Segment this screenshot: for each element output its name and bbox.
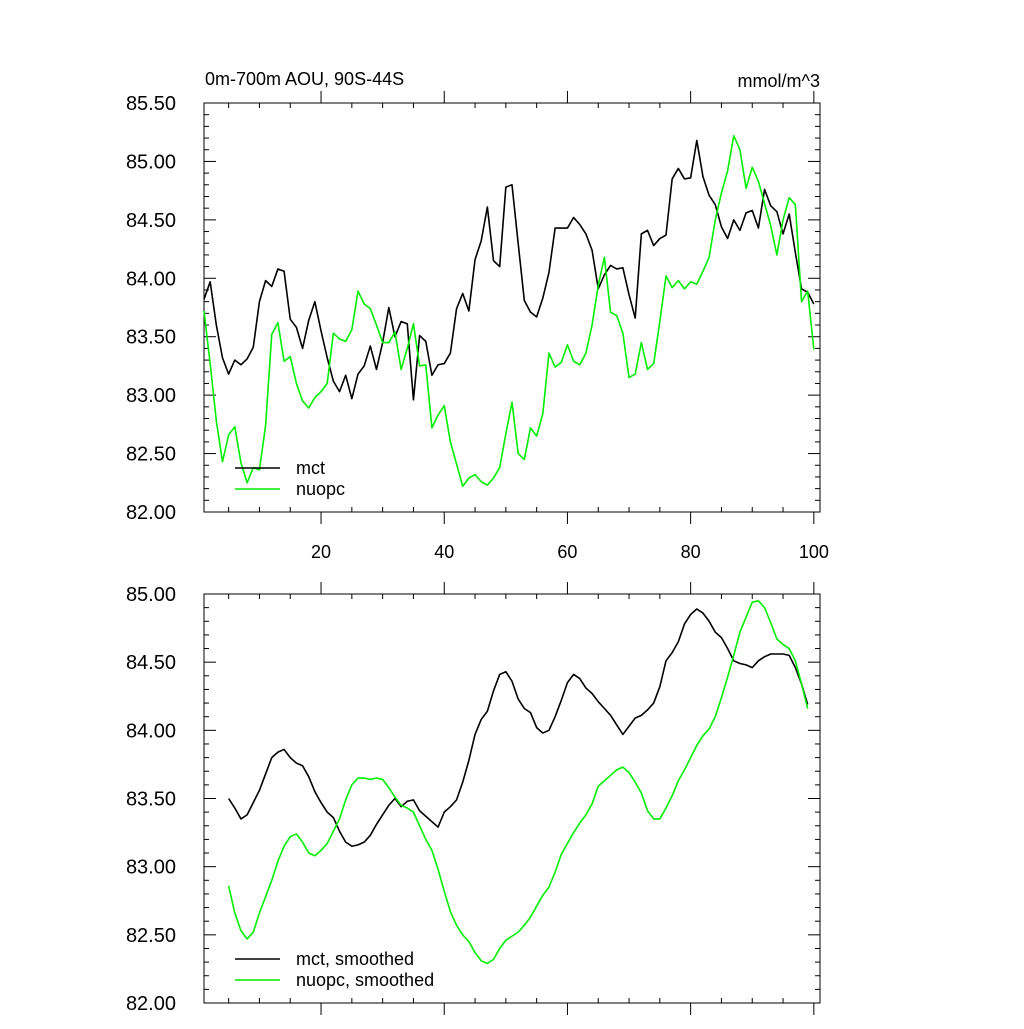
top-series-line-nuopc [203, 134, 815, 488]
bottom-legend-label: mct, smoothed [296, 949, 414, 969]
bottom-y-tick-label: 83.00 [126, 857, 176, 879]
top-y-tick-label: 83.00 [126, 385, 176, 407]
bottom-legend-label: nuopc, smoothed [296, 970, 434, 990]
bottom-y-tick-label: 84.00 [126, 720, 176, 742]
chart-title: 0m-700m AOU, 90S-44S [205, 69, 404, 89]
top-x-tick-label: 20 [311, 542, 331, 562]
bottom-series-line-mct-smoothed [227, 608, 809, 848]
bottom-y-tick-label: 82.00 [126, 993, 176, 1015]
top-panel: 20 40 60 80 100 82.00 82.50 83.00 83.50 84.00 84.5… [126, 91, 829, 562]
bottom-panel: 82.00 82.50 83.00 83.50 84.00 84.50 85.00 mct, … [126, 582, 821, 1015]
top-y-tick-label: 82.50 [126, 444, 176, 466]
top-y-tick-label: 83.50 [126, 327, 176, 349]
top-x-tick-label: 100 [799, 542, 829, 562]
top-plot-frame [203, 102, 821, 513]
top-series-line-mct [203, 139, 815, 401]
top-x-tick-label: 80 [681, 542, 701, 562]
units-label: mmol/m^3 [738, 71, 820, 91]
bottom-y-tick-label: 85.00 [126, 584, 176, 606]
top-y-tick-label: 84.50 [126, 210, 176, 232]
top-y-tick-label: 85.50 [126, 93, 176, 115]
bottom-plot-frame [203, 593, 821, 1004]
top-y-tick-label: 82.00 [126, 502, 176, 524]
top-legend-label: mct [296, 458, 325, 478]
top-x-tick-label: 60 [557, 542, 577, 562]
top-y-tick-label: 84.00 [126, 268, 176, 290]
top-x-tick-label: 40 [434, 542, 454, 562]
top-y-tick-label: 85.00 [126, 151, 176, 173]
bottom-series-line-nuopc-smoothed [227, 600, 809, 965]
top-legend-label: nuopc [296, 479, 345, 499]
bottom-y-tick-label: 83.50 [126, 789, 176, 811]
bottom-y-tick-label: 84.50 [126, 652, 176, 674]
bottom-y-tick-label: 82.50 [126, 925, 176, 947]
